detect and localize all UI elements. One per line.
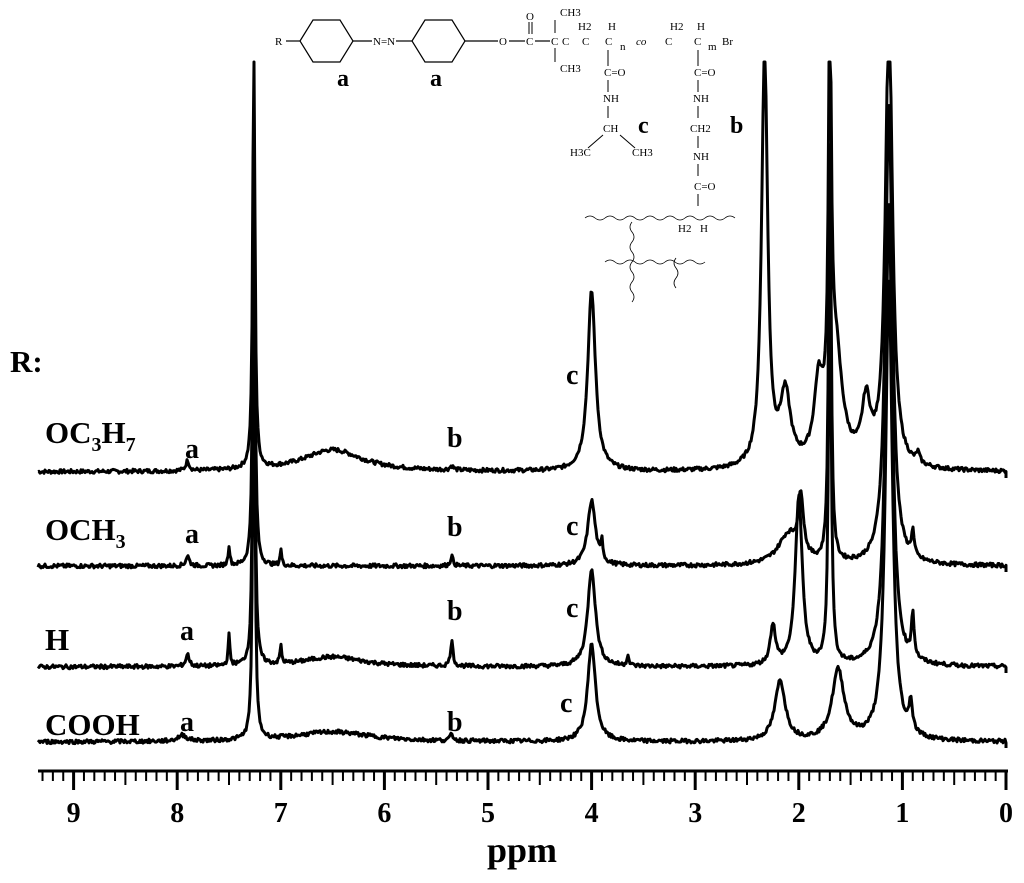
struct-co: co	[636, 36, 647, 48]
benzene-ring-left	[299, 19, 354, 63]
peak-label-c-oc3h7: c	[566, 360, 578, 391]
struct-c3: C	[562, 36, 569, 48]
x-tick-label: 9	[67, 798, 81, 829]
peak-label-c-och3: c	[566, 511, 578, 542]
peak-labels: a b c a b c a b c a b c	[180, 360, 578, 738]
peak-label-c-cooh: c	[560, 688, 572, 719]
chemical-structure: R N=N O C O C CH3 CH3 C H2 C H C n co H2…	[275, 7, 743, 303]
x-tick-label: 1	[895, 798, 909, 829]
series-label-oc3h7: OC3H7	[45, 415, 136, 456]
struct-c6: C	[665, 36, 672, 48]
peak-label-a-cooh: a	[180, 707, 194, 738]
struct-o-link: O	[499, 36, 507, 48]
peak-label-b-h: b	[447, 596, 463, 627]
benzene-ring-right	[411, 19, 466, 63]
struct-c: C	[526, 36, 533, 48]
struct-c-eq-o-left: C=O	[604, 67, 626, 79]
peak-label-a-och3: a	[185, 519, 199, 550]
peak-label-a-oc3h7: a	[185, 434, 199, 465]
spectrum-h	[36, 203, 1008, 673]
struct-azo: N=N	[373, 36, 395, 48]
struct-h2-lower: H2	[678, 223, 691, 235]
struct-hb: H	[697, 21, 705, 33]
struct-br: Br	[722, 36, 733, 48]
struct-h: H	[608, 21, 616, 33]
spectrum-cooh	[36, 279, 1008, 748]
struct-h2b: H2	[670, 21, 683, 33]
x-tick-label: 2	[792, 798, 806, 829]
struct-r: R	[275, 36, 283, 48]
struct-label-a-left: a	[337, 66, 349, 92]
struct-nh-right-2: NH	[693, 151, 709, 163]
x-tick-label: 7	[274, 798, 288, 829]
struct-ch: CH	[603, 123, 618, 135]
struct-c2: C	[551, 36, 558, 48]
struct-label-c: c	[638, 113, 649, 139]
struct-label-b: b	[730, 113, 743, 139]
legend-title: R:	[10, 344, 43, 379]
struct-h-lower: H	[700, 223, 708, 235]
struct-carbonyl-o: O	[526, 11, 534, 23]
peak-label-b-cooh: b	[447, 707, 463, 738]
struct-ch3: CH3	[632, 147, 653, 159]
spectra-traces	[36, 60, 1008, 748]
struct-c7: C	[694, 36, 701, 48]
struct-c5: C	[605, 36, 612, 48]
struct-n: n	[620, 41, 626, 53]
spectrum-oc3h7	[37, 60, 1008, 478]
struct-nh-right-1: NH	[693, 93, 709, 105]
struct-ch3-bottom: CH3	[560, 63, 581, 75]
struct-h2: H2	[578, 21, 591, 33]
x-tick-label: 5	[481, 798, 495, 829]
peak-label-c-h: c	[566, 593, 578, 624]
x-tick-label: 8	[170, 798, 184, 829]
struct-c4: C	[582, 36, 589, 48]
x-tick-label: 6	[377, 798, 391, 829]
struct-m: m	[708, 41, 717, 53]
x-tick-label: 3	[688, 798, 702, 829]
crosslink-network	[584, 215, 736, 221]
series-label-och3: OCH3	[45, 512, 126, 553]
peak-label-b-och3: b	[447, 512, 463, 543]
struct-nh-left: NH	[603, 93, 619, 105]
series-label-h: H	[45, 622, 69, 657]
struct-h3c: H3C	[570, 147, 591, 159]
struct-ch3-top: CH3	[560, 7, 581, 19]
struct-c-eq-o-right: C=O	[694, 67, 716, 79]
spectrum-och3	[36, 104, 1008, 572]
series-label-cooh: COOH	[45, 707, 140, 742]
peak-label-a-h: a	[180, 616, 194, 647]
x-axis: 9 8 7 6 5 4 3 2 1 0	[38, 769, 1013, 829]
x-tick-label: 4	[585, 798, 599, 829]
struct-c-eq-o-lower: C=O	[694, 181, 716, 193]
struct-label-a-right: a	[430, 66, 442, 92]
x-axis-label: ppm	[487, 830, 557, 870]
peak-label-b-oc3h7: b	[447, 423, 463, 454]
x-tick-label: 0	[999, 798, 1013, 829]
struct-ch2: CH2	[690, 123, 711, 135]
